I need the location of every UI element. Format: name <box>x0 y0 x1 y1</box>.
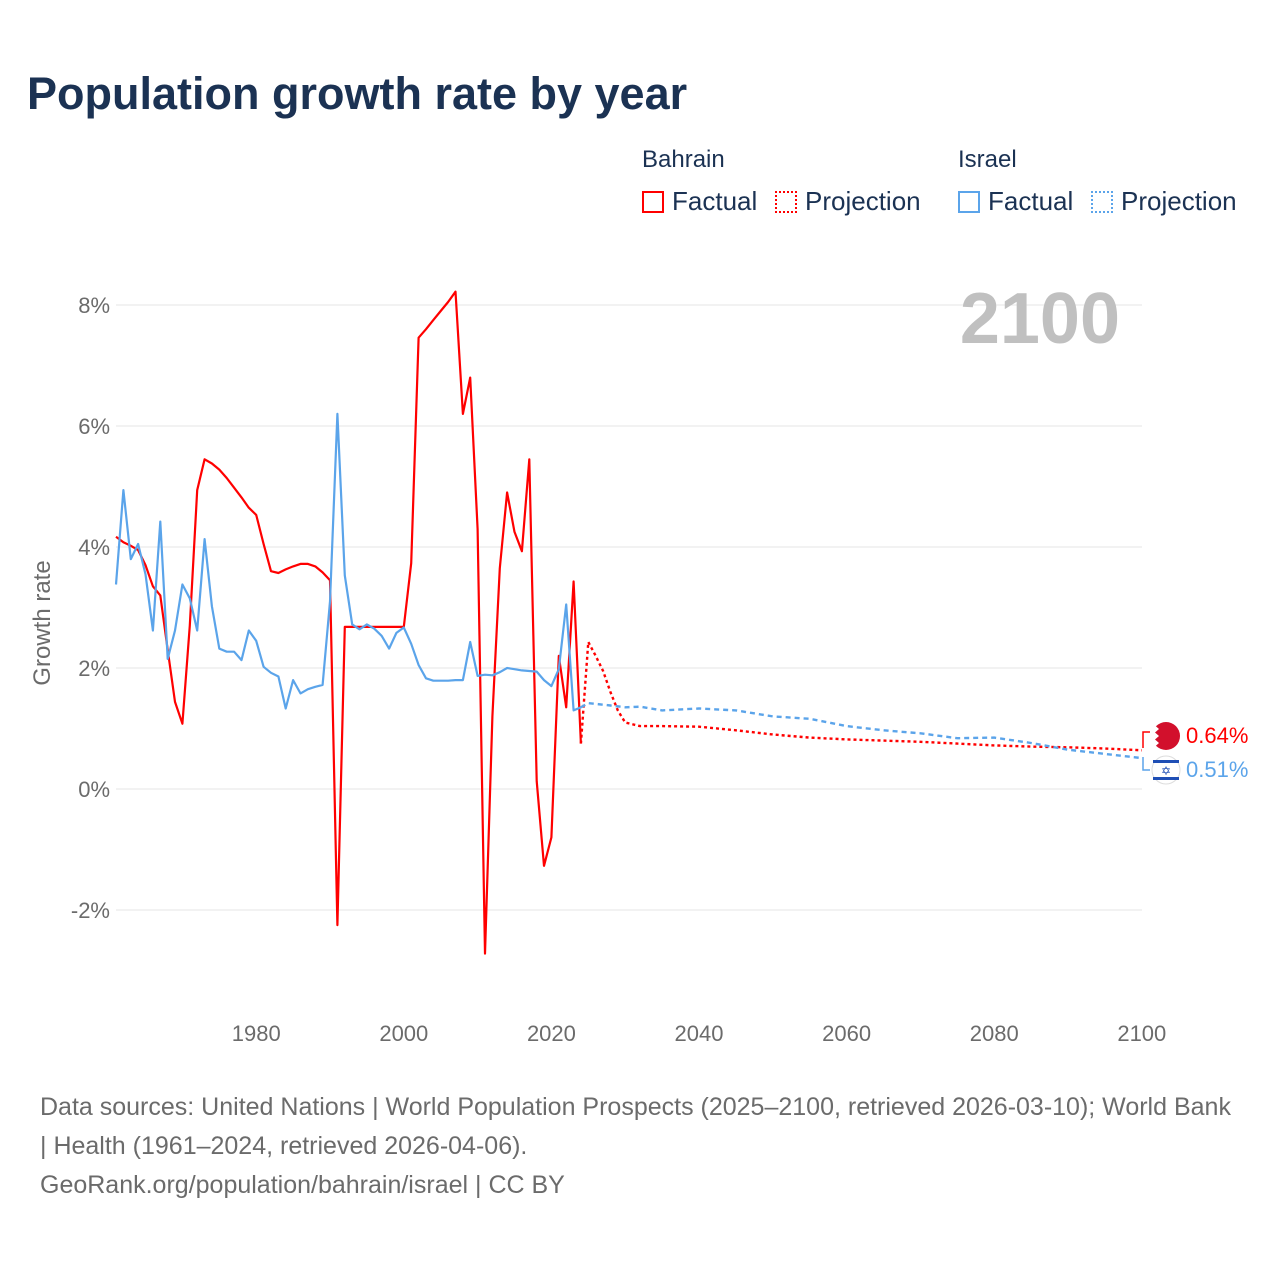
bahrain-end-marker: 0.64% <box>1142 722 1248 750</box>
israel-end-label: 0.51% <box>1186 757 1248 782</box>
x-tick-label: 2040 <box>675 1021 724 1046</box>
israel-factual-line <box>114 412 582 712</box>
legend-israel-header: Israel <box>958 146 1017 173</box>
y-tick-label: -2% <box>71 898 110 923</box>
legend-label: Factual <box>988 186 1074 216</box>
x-tick-label: 2100 <box>1117 1021 1166 1046</box>
legend-israel-factual[interactable]: Factual <box>958 186 1073 217</box>
legend-israel-projection[interactable]: Projection <box>1091 186 1237 217</box>
x-tick-label: 2060 <box>822 1021 871 1046</box>
dotted-swatch-icon <box>1091 190 1113 213</box>
x-tick-label: 2000 <box>379 1021 428 1046</box>
legend-bahrain-header: Bahrain <box>642 146 725 173</box>
year-watermark: 2100 <box>960 279 1120 359</box>
svg-text:✡: ✡ <box>1161 764 1171 778</box>
legend-label: Factual <box>672 186 758 216</box>
bahrain-projection-line <box>579 640 1142 752</box>
y-tick-label: 4% <box>78 535 110 560</box>
dotted-swatch-icon <box>775 190 797 213</box>
legend-bahrain-factual[interactable]: Factual <box>642 186 757 217</box>
legend-bahrain-projection[interactable]: Projection <box>775 186 921 217</box>
y-tick-label: 6% <box>78 414 110 439</box>
x-tick-label: 1980 <box>232 1021 281 1046</box>
legend-label: Projection <box>805 186 921 216</box>
credit-link[interactable]: GeoRank.org/population/bahrain/israel | … <box>40 1171 565 1199</box>
y-tick-label: 8% <box>78 293 110 318</box>
x-tick-label: 2020 <box>527 1021 576 1046</box>
bahrain-factual-line <box>115 290 582 955</box>
chart-title: Population growth rate by year <box>27 68 688 119</box>
data-sources: Data sources: United Nations | World Pop… <box>40 1093 1231 1160</box>
solid-swatch-icon <box>642 190 664 213</box>
israel-projection-line <box>580 701 1142 760</box>
bahrain-end-label: 0.64% <box>1186 723 1248 748</box>
legend-label: Projection <box>1121 186 1237 216</box>
y-tick-label: 0% <box>78 777 110 802</box>
footer: Data sources: United Nations | World Pop… <box>40 1088 1240 1205</box>
x-tick-label: 2080 <box>970 1021 1019 1046</box>
y-tick-label: 2% <box>78 656 110 681</box>
solid-swatch-icon <box>958 190 980 213</box>
israel-end-marker: ✡ 0.51% <box>1142 755 1248 785</box>
y-axis-label: Growth rate <box>29 560 56 685</box>
